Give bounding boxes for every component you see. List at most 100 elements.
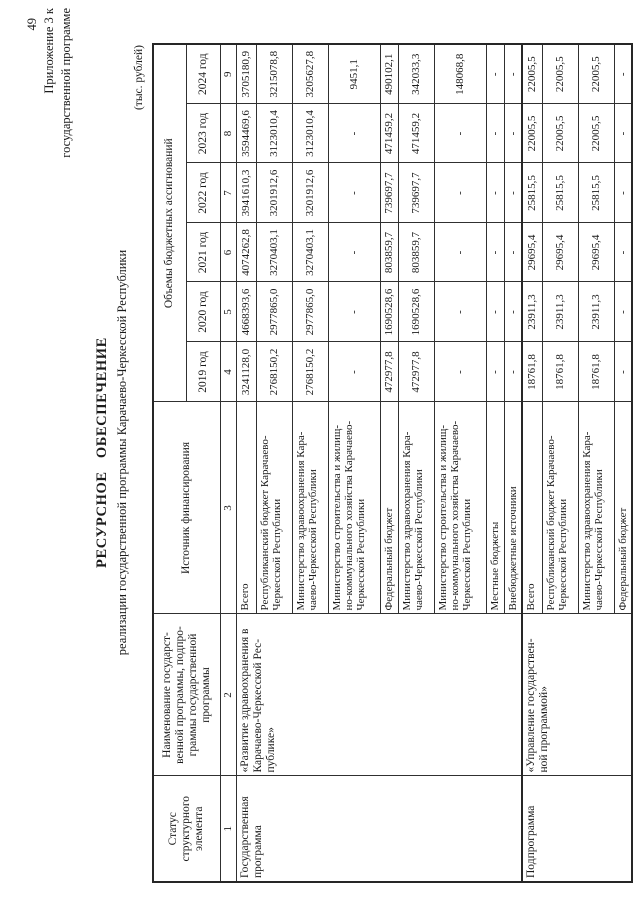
value-cell: 3123010,4 — [256, 104, 292, 163]
value-cell: 471459,2 — [398, 104, 434, 163]
value-cell: - — [614, 104, 632, 163]
value-cell: 3205627,8 — [292, 43, 328, 104]
col-num-7: 7 — [220, 163, 236, 223]
value-cell: 22005,5 — [542, 104, 578, 163]
header-year-2023: 2023 год — [186, 104, 220, 163]
value-cell: 342033,3 — [398, 43, 434, 104]
value-cell: - — [486, 223, 504, 282]
value-cell: 490102,1 — [380, 43, 398, 104]
value-cell: - — [486, 342, 504, 402]
value-cell: 803859,7 — [398, 223, 434, 282]
value-cell: 22005,5 — [542, 43, 578, 104]
header-year-2022: 2022 год — [186, 163, 220, 223]
value-cell: - — [486, 282, 504, 342]
value-cell: - — [614, 223, 632, 282]
table-header-row: Статус структурного элемента Наименовани… — [153, 43, 220, 882]
value-cell: 739697,7 — [398, 163, 434, 223]
header-funding-source: Источник финансирования — [153, 402, 220, 614]
value-cell: 23911,3 — [542, 282, 578, 342]
col-num-1: 1 — [220, 776, 236, 882]
value-cell: 3594469,6 — [236, 104, 256, 163]
value-cell: 22005,5 — [578, 104, 614, 163]
value-cell: 2977865,0 — [292, 282, 328, 342]
col-num-4: 4 — [220, 342, 236, 402]
value-cell: 18761,8 — [522, 342, 542, 402]
value-cell: 3241128,0 — [236, 342, 256, 402]
value-cell: 3705180,9 — [236, 43, 256, 104]
value-cell: - — [434, 163, 486, 223]
header-year-2019: 2019 год — [186, 342, 220, 402]
value-cell: 25815,5 — [578, 163, 614, 223]
col-num-3: 3 — [220, 402, 236, 614]
col-num-5: 5 — [220, 282, 236, 342]
header-budget-volumes: Объемы бюджетных ассигнований — [153, 43, 186, 402]
section-program-name: «Развитие здравоохранения в Карачаево-Че… — [236, 614, 522, 776]
value-cell: 3941610,3 — [236, 163, 256, 223]
value-cell: - — [504, 282, 522, 342]
value-cell: - — [614, 342, 632, 402]
funding-source-cell: Федеральный бюджет — [614, 402, 632, 614]
value-cell: - — [486, 104, 504, 163]
header-year-2021: 2021 год — [186, 223, 220, 282]
value-cell: 3201912,6 — [292, 163, 328, 223]
value-cell: - — [504, 342, 522, 402]
value-cell: 22005,5 — [522, 43, 542, 104]
value-cell: 472977,8 — [380, 342, 398, 402]
value-cell: 2768150,2 — [256, 342, 292, 402]
page-number: 49 — [25, 18, 39, 31]
value-cell: 23911,3 — [522, 282, 542, 342]
section-status: Государственная программа — [236, 776, 522, 882]
value-cell: 22005,5 — [522, 104, 542, 163]
value-cell: - — [614, 43, 632, 104]
value-cell: - — [434, 223, 486, 282]
value-cell: 4668393,6 — [236, 282, 256, 342]
value-cell: 2768150,2 — [292, 342, 328, 402]
value-cell: 1690528,6 — [398, 282, 434, 342]
table-row: Подпрограмма «Управление государствен- н… — [522, 43, 632, 882]
title-block: РЕСУРСНОЕ ОБЕСПЕЧЕНИЕ реализации государ… — [94, 0, 131, 905]
value-cell: 471459,2 — [380, 104, 398, 163]
column-number-row: 1 2 3 4 5 6 7 8 9 — [220, 43, 236, 882]
funding-source-cell: Министерство здравоохранения Кара- чаево… — [398, 402, 434, 614]
value-cell: 25815,5 — [542, 163, 578, 223]
value-cell: - — [486, 43, 504, 104]
value-cell: 803859,7 — [380, 223, 398, 282]
header-year-2024: 2024 год — [186, 43, 220, 104]
value-cell: - — [434, 104, 486, 163]
section-status: Подпрограмма — [522, 776, 632, 882]
value-cell: 29695,4 — [522, 223, 542, 282]
value-cell: - — [328, 282, 380, 342]
value-cell: 22005,5 — [578, 43, 614, 104]
units-note: (тыс. рублей) — [133, 45, 145, 111]
appendix-block: 49 Приложение 3 к государственной програ… — [24, 8, 75, 158]
value-cell: - — [434, 282, 486, 342]
value-cell: 18761,8 — [578, 342, 614, 402]
col-num-9: 9 — [220, 43, 236, 104]
funding-source-cell: Министерство строительства и жилищ- но-к… — [434, 402, 486, 614]
value-cell: 3123010,4 — [292, 104, 328, 163]
value-cell: 29695,4 — [542, 223, 578, 282]
document-title: РЕСУРСНОЕ ОБЕСПЕЧЕНИЕ — [94, 337, 110, 568]
funding-source-cell: Министерство здравоохранения Кара- чаево… — [578, 402, 614, 614]
funding-source-cell: Республиканский бюджет Карачаево- Черкес… — [542, 402, 578, 614]
value-cell: 472977,8 — [398, 342, 434, 402]
value-cell: - — [328, 104, 380, 163]
col-num-6: 6 — [220, 223, 236, 282]
appendix-line-2: государственной программе — [59, 8, 73, 158]
value-cell: - — [504, 104, 522, 163]
value-cell: 9451,1 — [328, 43, 380, 104]
value-cell: 739697,7 — [380, 163, 398, 223]
value-cell: - — [504, 43, 522, 104]
funding-source-cell: Федеральный бюджет — [380, 402, 398, 614]
section-program-name: «Управление государствен- ной программой… — [522, 614, 632, 776]
value-cell: 29695,4 — [578, 223, 614, 282]
value-cell: - — [434, 342, 486, 402]
value-cell: - — [486, 163, 504, 223]
funding-source-cell: Министерство строительства и жилищ- но-к… — [328, 402, 380, 614]
value-cell: - — [328, 223, 380, 282]
header-program-name: Наименование государст- венной программы… — [153, 614, 220, 776]
value-cell: 4074262,8 — [236, 223, 256, 282]
header-status: Статус структурного элемента — [153, 776, 220, 882]
